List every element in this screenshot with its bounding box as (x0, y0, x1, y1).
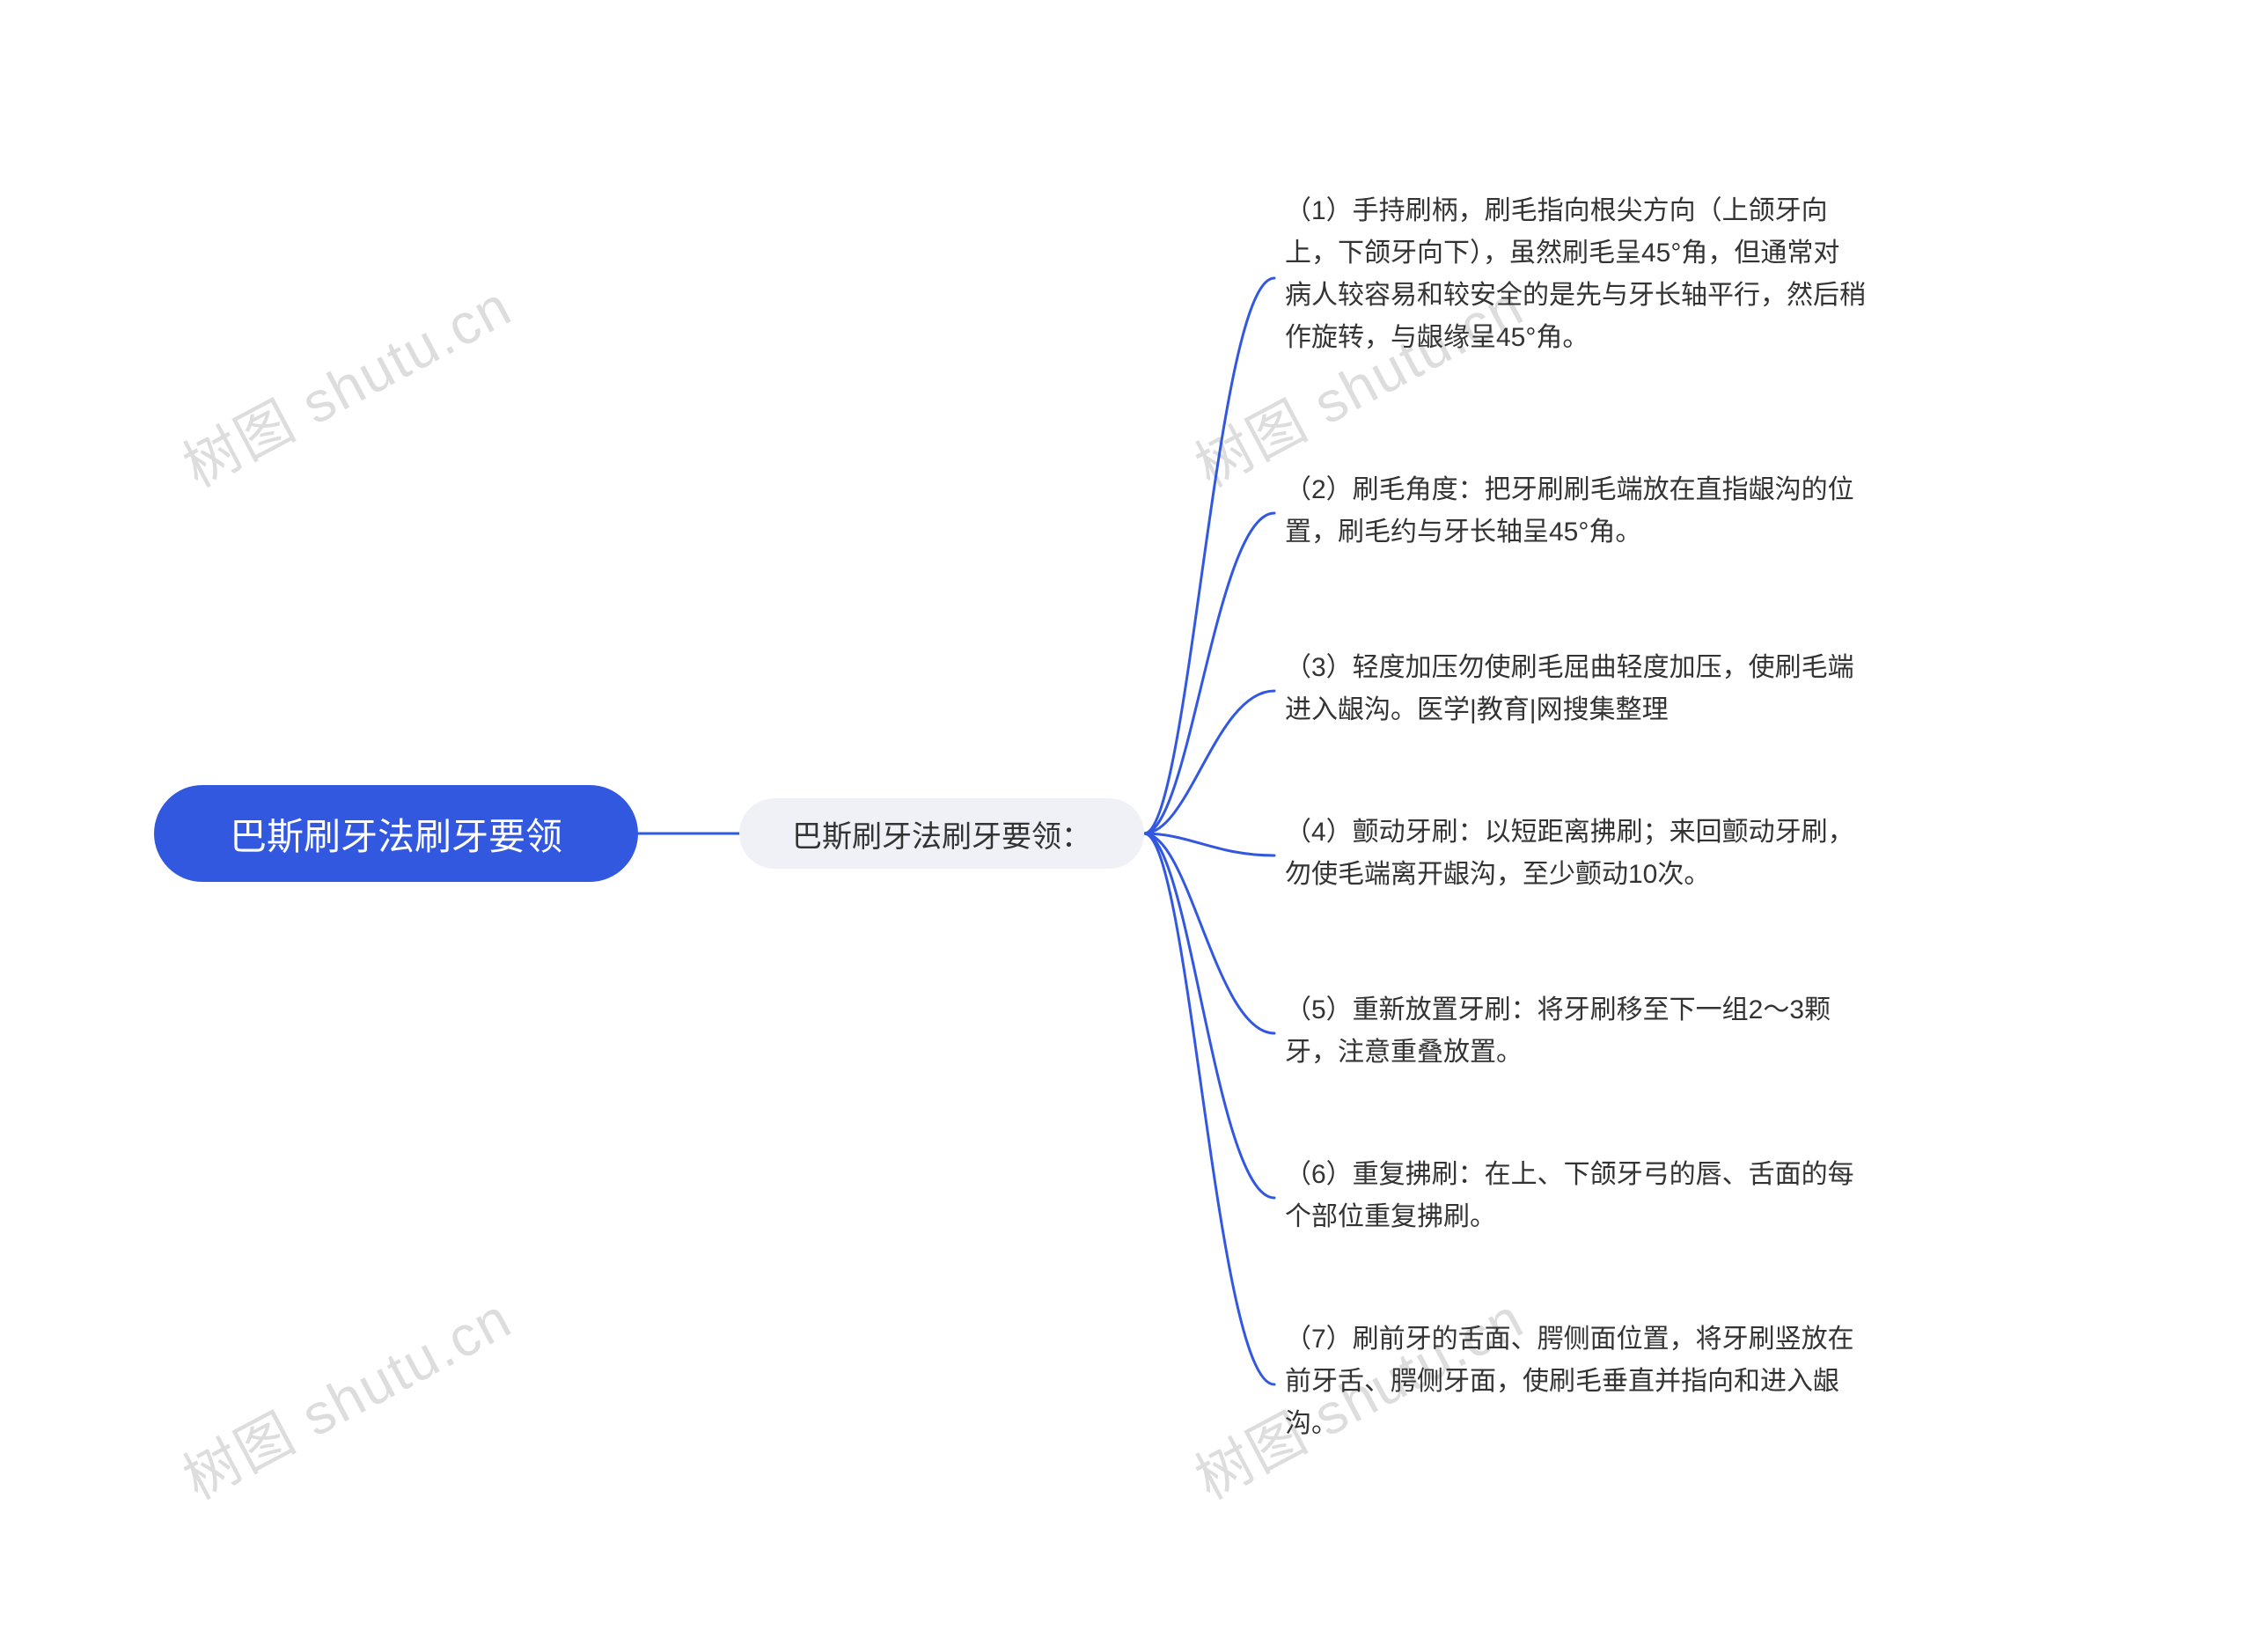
leaf-text: （6）重复拂刷：在上、下颌牙弓的唇、舌面的每个部位重复拂刷。 (1285, 1160, 1854, 1231)
level1-label: 巴斯刷牙法刷牙要领： (792, 812, 1091, 855)
mindmap-leaf-1[interactable]: （1）手持刷柄，刷毛指向根尖方向（上颌牙向上，下颌牙向下），虽然刷毛呈45°角，… (1285, 190, 1866, 359)
leaf-text: （2）刷毛角度：把牙刷刷毛端放在直指龈沟的位置，刷毛约与牙长轴呈45°角。 (1285, 475, 1854, 547)
mindmap-root[interactable]: 巴斯刷牙法刷牙要领 (154, 785, 638, 882)
mindmap-level1[interactable]: 巴斯刷牙法刷牙要领： (739, 798, 1144, 869)
mindmap-leaf-7[interactable]: （7）刷前牙的舌面、腭侧面位置，将牙刷竖放在前牙舌、腭侧牙面，使刷毛垂直并指向和… (1285, 1318, 1866, 1445)
leaf-text: （3）轻度加压勿使刷毛屈曲轻度加压，使刷毛端进入龈沟。医学|教育|网搜集整理 (1285, 653, 1854, 724)
mindmap-leaf-5[interactable]: （5）重新放置牙刷：将牙刷移至下一组2～3颗牙，注意重叠放置。 (1285, 989, 1866, 1074)
watermark-1: 树图 shutu.cn (167, 262, 524, 503)
leaf-text: （1）手持刷柄，刷毛指向根尖方向（上颌牙向上，下颌牙向下），虽然刷毛呈45°角，… (1285, 196, 1866, 352)
root-label: 巴斯刷牙法刷牙要领 (230, 807, 562, 861)
mindmap-leaf-3[interactable]: （3）轻度加压勿使刷毛屈曲轻度加压，使刷毛端进入龈沟。医学|教育|网搜集整理 (1285, 647, 1866, 731)
watermark-3: 树图 shutu.cn (167, 1274, 524, 1516)
mindmap-leaf-6[interactable]: （6）重复拂刷：在上、下颌牙弓的唇、舌面的每个部位重复拂刷。 (1285, 1154, 1866, 1238)
leaf-text: （5）重新放置牙刷：将牙刷移至下一组2～3颗牙，注意重叠放置。 (1285, 995, 1831, 1067)
leaf-text: （4）颤动牙刷：以短距离拂刷；来回颤动牙刷，勿使毛端离开龈沟，至少颤动10次。 (1285, 818, 1854, 889)
mindmap-leaf-4[interactable]: （4）颤动牙刷：以短距离拂刷；来回颤动牙刷，勿使毛端离开龈沟，至少颤动10次。 (1285, 811, 1866, 896)
mindmap-leaf-2[interactable]: （2）刷毛角度：把牙刷刷毛端放在直指龈沟的位置，刷毛约与牙长轴呈45°角。 (1285, 469, 1866, 554)
leaf-text: （7）刷前牙的舌面、腭侧面位置，将牙刷竖放在前牙舌、腭侧牙面，使刷毛垂直并指向和… (1285, 1325, 1854, 1438)
